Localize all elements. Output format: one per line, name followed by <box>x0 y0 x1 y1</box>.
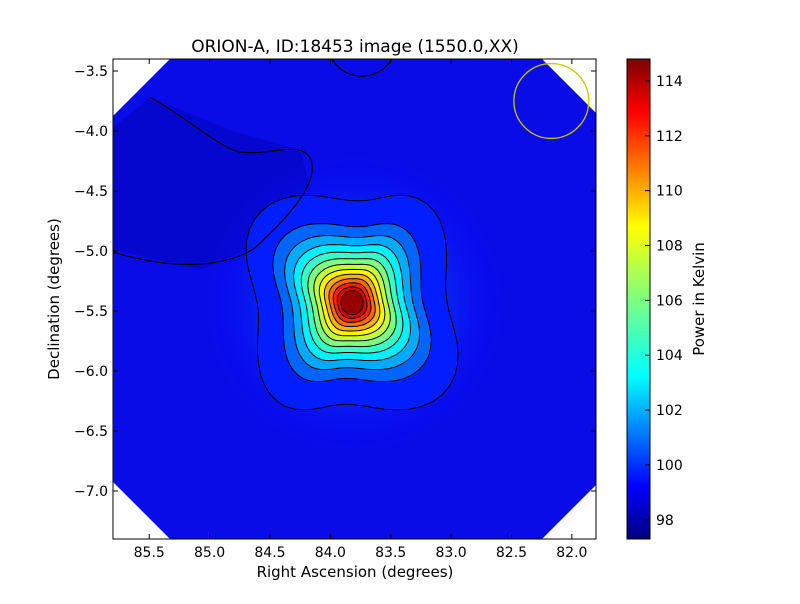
colorbar-axis: 98 100 102 104 106 108 110 112 114 <box>645 74 683 529</box>
plot-frame <box>112 58 597 540</box>
colorbar-label: Power in Kelvin <box>690 242 708 356</box>
contour-set <box>245 194 459 411</box>
x-tick-label: 82.0 <box>556 545 587 561</box>
colorbar-tick-label: 98 <box>656 513 674 529</box>
y-axis-label: Declination (degrees) <box>45 218 63 380</box>
y-tick-label: −7.0 <box>74 484 108 500</box>
x-tick-label: 83.5 <box>375 545 406 561</box>
y-tick-label: −4.5 <box>74 184 108 200</box>
background-contour <box>113 96 313 265</box>
y-axis: −3.5 −4.0 −4.5 −5.0 −5.5 −6.0 −6.5 −7.0 <box>74 64 596 500</box>
chart-title: ORION-A, ID:18453 image (1550.0,XX) <box>191 37 519 57</box>
y-tick-label: −6.5 <box>74 424 108 440</box>
colorbar-tick-label: 114 <box>656 74 683 90</box>
contour-level <box>340 290 364 315</box>
colorbar-tick-label: 106 <box>656 293 683 309</box>
x-axis-label: Right Ascension (degrees) <box>257 563 454 581</box>
y-tick-label: −6.0 <box>74 364 108 380</box>
colorbar <box>626 58 651 540</box>
colorbar-tick-label: 102 <box>656 403 683 419</box>
colorbar-tick-label: 100 <box>656 458 683 474</box>
x-tick-label: 82.5 <box>496 545 527 561</box>
x-tick-label: 83.0 <box>436 545 467 561</box>
beam-circle <box>513 62 590 140</box>
colorbar-tick-label: 112 <box>656 129 683 145</box>
y-tick-label: −5.5 <box>74 304 108 320</box>
y-tick-label: −3.5 <box>74 64 108 80</box>
x-tick-label: 84.0 <box>315 545 346 561</box>
plot-area <box>113 59 596 539</box>
x-tick-label: 84.5 <box>254 545 285 561</box>
top-contour <box>331 59 393 77</box>
x-tick-label: 85.0 <box>194 545 225 561</box>
colorbar-tick-label: 104 <box>656 348 683 364</box>
colorbar-tick-label: 108 <box>656 239 683 255</box>
y-tick-label: −5.0 <box>74 244 108 260</box>
x-axis: 85.5 85.0 84.5 84.0 83.5 83.0 82.5 82.0 <box>134 59 587 561</box>
y-tick-label: −4.0 <box>74 124 108 140</box>
x-tick-label: 85.5 <box>134 545 165 561</box>
colorbar-tick-label: 110 <box>656 184 683 200</box>
